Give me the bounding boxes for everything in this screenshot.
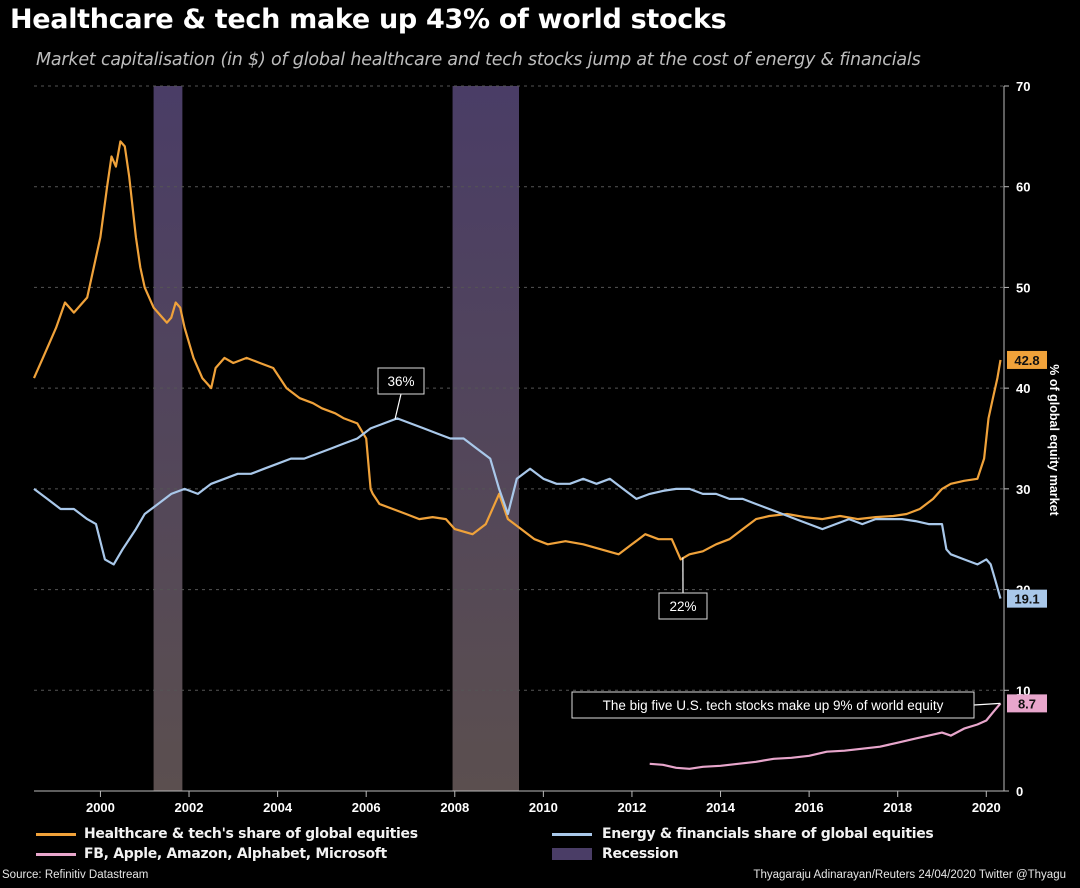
y-tick-label-70: 70 [1016,79,1030,94]
end-label-big-five: 8.7 [1018,696,1036,711]
annotations: 42.8 19.1 8.7 36% 22% The big five U.S. tech … [377,350,1047,719]
annotation-22pct-box [658,592,708,620]
grid-lines [34,85,1004,691]
legend-swatch-healthcare-tech [36,833,76,836]
recession-band-1 [153,86,183,791]
annotation-36pct-leader [394,393,402,420]
credit-note: Thyagaraju Adinarayan/Reuters 24/04/2020… [753,869,1066,881]
annotation-22pct: 22% [669,599,696,614]
chart-title: Healthcare & tech make up 43% of world s… [10,4,727,35]
source-note: Source: Refinitiv Datastream [2,869,149,881]
series-line-big-five [649,702,1002,770]
legend-swatch-big-five [36,853,76,856]
end-label-energy-financials-bg [1007,589,1047,608]
legend-swatch-recession [552,848,592,860]
end-label-energy-financials: 19.1 [1014,592,1039,607]
end-label-healthcare-tech-bg [1007,350,1047,369]
x-tick-label-2014: 2014 [706,800,736,815]
end-label-healthcare-tech: 42.8 [1014,353,1039,368]
y-tick-label-0: 0 [1016,784,1023,799]
annotation-big-five-leader [973,702,1001,706]
annotation-36pct: 36% [387,374,414,389]
legend-label-recession: Recession [602,846,679,862]
annotation-big-five: The big five U.S. tech stocks make up 9%… [603,698,944,713]
series-line-energy-financials [33,417,1002,599]
x-tick-label-2002: 2002 [175,800,204,815]
legend-swatch-energy-financials [552,833,592,836]
x-tick-label-2012: 2012 [617,800,646,815]
legend-label-big-five: FB, Apple, Amazon, Alphabet, Microsoft [84,846,387,862]
y-tick-label-50: 50 [1016,280,1030,295]
annotation-big-five-box [571,691,975,719]
x-tick-label-2016: 2016 [795,800,824,815]
x-tick-label-2000: 2000 [86,800,115,815]
recession-bands [153,86,519,791]
x-tick-label-2010: 2010 [529,800,558,815]
y-tick-label-30: 30 [1016,482,1030,497]
x-tick-label-2020: 2020 [972,800,1001,815]
end-label-big-five-bg [1007,694,1047,713]
y-tick-label-40: 40 [1016,381,1030,396]
annotation-36pct-box [377,367,425,395]
x-tick-label-2004: 2004 [263,800,293,815]
legend-label-energy-financials: Energy & financials share of global equi… [602,826,934,842]
series-lines [32,140,1002,770]
y-axis-label: % of global equity market [1047,364,1061,516]
legend-label-healthcare-tech: Healthcare & tech's share of global equi… [84,826,418,842]
axes: 0102030405060702000200220042006200820102… [34,79,1030,815]
series-line-healthcare-tech [32,140,1002,561]
x-tick-label-2018: 2018 [883,800,912,815]
x-tick-label-2006: 2006 [352,800,381,815]
y-tick-label-60: 60 [1016,180,1030,195]
x-tick-label-2008: 2008 [440,800,469,815]
chart-subtitle: Market capitalisation (in $) of global h… [36,50,921,70]
